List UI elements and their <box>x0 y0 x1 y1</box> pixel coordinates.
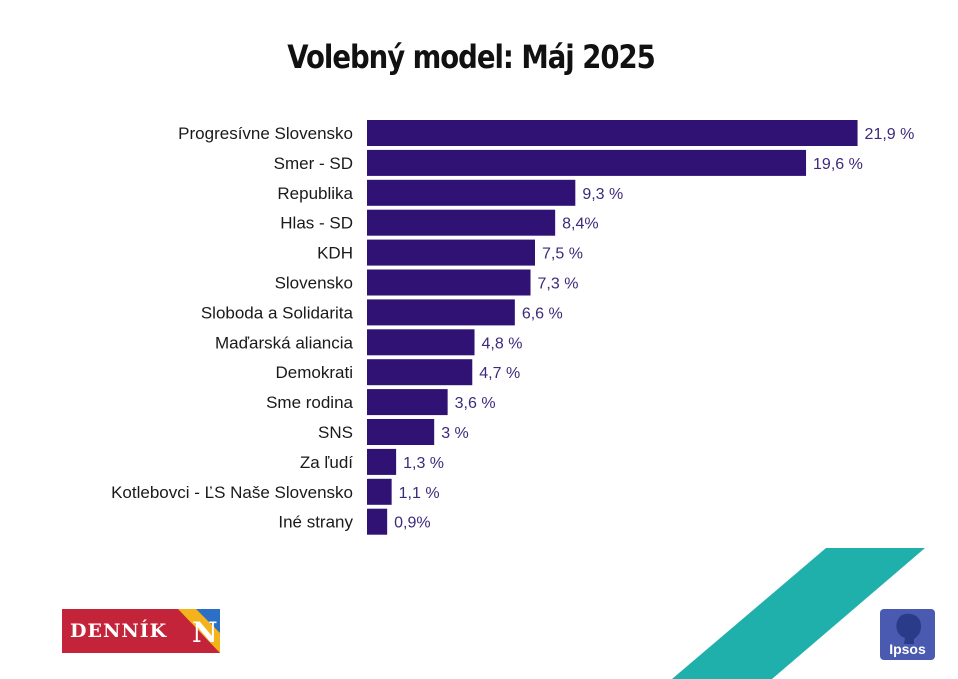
category-label: Iné strany <box>278 513 353 532</box>
category-label: Progresívne Slovensko <box>178 124 353 143</box>
value-label: 7,3 % <box>538 276 579 293</box>
bar <box>367 149 807 176</box>
dennik-n-logo: DENNÍK N <box>62 609 220 653</box>
bar <box>367 239 535 266</box>
bar <box>367 359 473 386</box>
value-label: 4,7 % <box>479 365 520 382</box>
category-label: Kotlebovci - ĽS Naše Slovensko <box>111 483 353 502</box>
category-label: Slovensko <box>275 274 353 293</box>
value-label: 3,6 % <box>455 395 496 412</box>
bar <box>367 120 858 146</box>
value-label: 7,5 % <box>542 246 583 263</box>
ipsos-head-icon <box>896 613 922 644</box>
bar <box>367 179 576 206</box>
value-label: 1,3 % <box>403 455 444 472</box>
value-label: 21,9 % <box>865 126 915 143</box>
value-label: 9,3 % <box>582 186 623 203</box>
category-label: Republika <box>277 184 353 203</box>
chart-title: Volebný model: Máj 2025 <box>287 38 655 76</box>
category-label: Maďarská aliancia <box>215 333 354 352</box>
bar <box>367 269 531 296</box>
value-label: 8,4% <box>562 216 598 233</box>
category-label: Sloboda a Solidarita <box>201 303 354 322</box>
value-label: 19,6 % <box>813 156 863 173</box>
category-label: Smer - SD <box>274 154 353 173</box>
value-label: 3 % <box>441 425 469 442</box>
bar <box>367 389 448 416</box>
category-label: SNS <box>318 423 353 442</box>
value-label: 4,8 % <box>482 335 523 352</box>
ipsos-logo-text: Ipsos <box>889 641 926 657</box>
value-label: 0,9% <box>394 515 430 532</box>
dennik-n-icon: N <box>178 609 220 653</box>
category-label: KDH <box>317 244 353 263</box>
bar <box>367 478 392 505</box>
value-label: 6,6 % <box>522 305 563 322</box>
bar <box>367 209 556 236</box>
bar <box>367 508 388 535</box>
bar <box>367 299 515 326</box>
category-label: Sme rodina <box>266 393 353 412</box>
bar <box>367 329 475 356</box>
category-label: Demokrati <box>276 363 353 382</box>
dennik-n-mark: N <box>192 616 218 649</box>
category-label: Hlas - SD <box>280 214 353 233</box>
dennik-logo-text: DENNÍK <box>70 620 168 642</box>
bar <box>367 448 397 475</box>
category-label: Za ľudí <box>300 453 353 472</box>
value-label: 1,1 % <box>399 485 440 502</box>
bar <box>367 419 435 445</box>
ipsos-logo: Ipsos <box>880 609 935 660</box>
